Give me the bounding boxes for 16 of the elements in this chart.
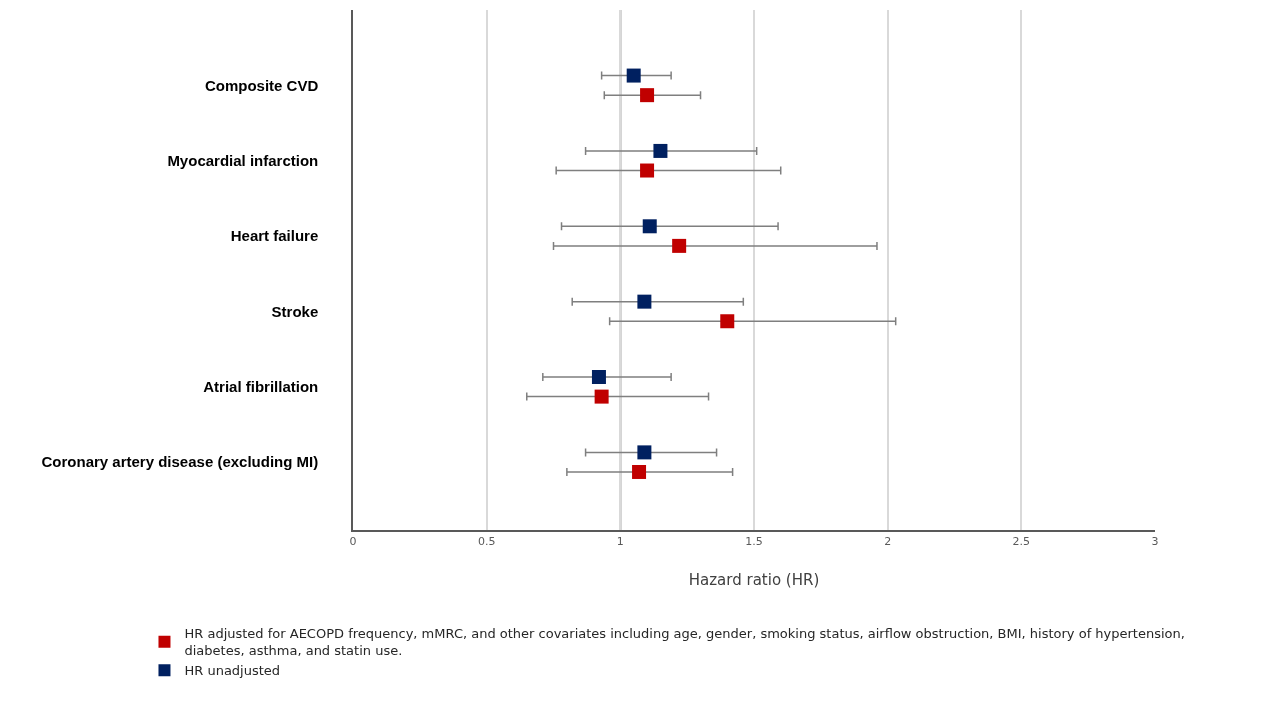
x-tick-label: 1.5 (745, 534, 763, 548)
y-tick-label: Atrial fibrillation (203, 378, 319, 396)
x-tick-label: 2 (884, 534, 892, 548)
legend-label: HR unadjusted (184, 663, 281, 679)
y-tick-label: Stroke (271, 302, 319, 320)
y-tick-label: Coronary artery disease (excluding MI) (41, 453, 319, 471)
x-tick-label: 2.5 (1012, 534, 1031, 548)
x-tick-label: 3 (1151, 534, 1159, 548)
y-tick-label: Myocardial infarction (167, 151, 319, 169)
x-tick-label: 0.5 (477, 534, 496, 548)
x-axis-title: Hazard ratio (HR) (688, 571, 820, 590)
legend-label: HR adjusted for AECOPD frequency, mMRC, and other covariates including age, gender, smoking status, airflow obstruction, BMI, history of hypertension, diabetes, asthma, and statin use. (184, 626, 1185, 659)
y-tick-label: Composite CVD (204, 76, 319, 94)
y-tick-label: Heart failure (230, 227, 319, 245)
x-tick-label: 0 (349, 534, 357, 548)
x-tick-label: 1 (616, 534, 624, 548)
